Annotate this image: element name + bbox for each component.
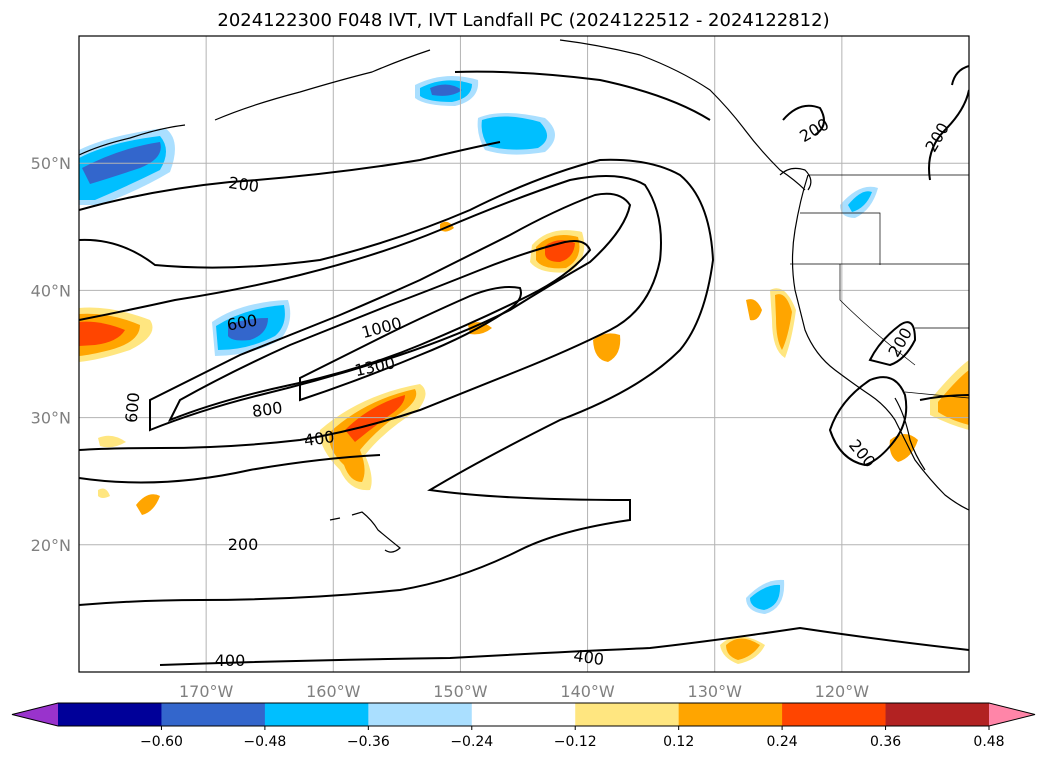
gridlines	[79, 36, 969, 672]
contour-1000	[167, 240, 592, 422]
contour-200-east	[919, 394, 969, 401]
colorbar-segment-3	[264, 703, 369, 726]
colorbar-segment-5	[471, 703, 576, 726]
colorbar-tick-label-0: −0.60	[140, 734, 183, 750]
colorbar-segment-4	[368, 703, 473, 726]
lon-tick-label-0: 170°W	[179, 682, 234, 701]
colorbar-outline	[11, 702, 1036, 727]
contour-200-ca	[868, 321, 917, 367]
contour-label-800: 800	[251, 398, 284, 421]
colorbar-segment-2	[161, 703, 266, 726]
shade-blue-central-deep	[228, 318, 268, 341]
contour-200-north	[79, 141, 501, 211]
lon-tick-label-4: 130°W	[688, 682, 743, 701]
lat-tick-label-1: 40°N	[31, 281, 71, 300]
lon-tick-label-1: 160°W	[306, 682, 361, 701]
colorbar-tick-label-1: −0.48	[243, 734, 286, 750]
contour-400-outer	[79, 158, 715, 606]
colorbar-segment-1	[58, 703, 162, 726]
contour-1300	[299, 286, 522, 402]
contour-labels: 200 200 200 200 200 200 600 1000 1300 60…	[122, 114, 953, 670]
shade-orange-east-edge-core	[938, 370, 969, 425]
lon-tick-label-2: 150°W	[433, 682, 488, 701]
colorbar-segment-9	[885, 703, 990, 726]
coastline-hawaii	[329, 511, 401, 553]
shading-layer	[79, 76, 969, 664]
lon-tick-label-3: 140°W	[560, 682, 615, 701]
contour-label-200-south: 200	[228, 535, 259, 554]
lat-tick-label-0: 50°N	[31, 154, 71, 173]
border-state-or-wa	[800, 212, 881, 265]
colorbar-tick-label-8: 0.48	[973, 734, 1004, 750]
colorbar-segment-6	[575, 703, 680, 726]
shade-orange-plume-core	[329, 389, 417, 482]
shade-orange-west-edge-deep	[79, 321, 125, 346]
latitude-labels: 50°N 40°N 30°N 20°N	[31, 154, 71, 555]
colorbar-tick-label-3: −0.24	[450, 734, 493, 750]
border-us-mexico	[904, 391, 969, 399]
lon-tick-label-5: 120°W	[815, 682, 870, 701]
map-title: 2024122300 F048 IVT, IVT Landfall PC (20…	[217, 10, 830, 31]
colorbar-tick-label-7: 0.36	[870, 734, 901, 750]
colorbar-tick-label-4: −0.12	[554, 734, 597, 750]
colorbar-segment-7	[678, 703, 783, 726]
lat-tick-label-3: 20°N	[31, 536, 71, 555]
contour-label-400-bottom-mid: 400	[572, 646, 605, 669]
shade-orange-small-ca	[746, 299, 762, 321]
contour-200-nw	[782, 104, 825, 136]
shade-blue-pnw-core	[848, 191, 872, 212]
colorbar-tick-label-5: 0.12	[663, 734, 694, 750]
shade-blue-alaska-core	[481, 116, 548, 150]
shade-orange-small-3	[98, 435, 126, 448]
colorbar-tick-label-6: 0.24	[767, 734, 798, 750]
colorbar-segment-0	[12, 703, 58, 726]
colorbar: −0.60 −0.48 −0.36 −0.24 −0.12 0.12 0.24 0.36 0.4…	[11, 702, 1036, 750]
political-borders	[790, 174, 969, 399]
coastline-vancouver	[779, 167, 812, 191]
lat-tick-label-2: 30°N	[31, 409, 71, 428]
contour-label-400-plume: 400	[303, 427, 336, 450]
contour-600-mid	[79, 175, 662, 451]
shade-orange-small-1	[136, 494, 160, 515]
longitude-labels: 170°W 160°W 150°W 140°W 130°W 120°W	[179, 682, 869, 701]
contour-label-200-north: 200	[227, 173, 260, 196]
colorbar-tick-label-2: −0.36	[347, 734, 390, 750]
shade-orange-plume-deep	[345, 395, 405, 442]
shade-orange-mid	[593, 333, 621, 362]
shade-blue-subtropic-core	[750, 584, 781, 610]
coastlines	[79, 39, 969, 553]
coastline-alaska-south	[79, 39, 806, 191]
border-state-ca-nv	[839, 264, 916, 366]
contour-400-bottom	[159, 626, 969, 666]
contour-200-ne	[928, 65, 969, 181]
colorbar-segment-8	[782, 703, 887, 726]
contour-label-400-bottom-left: 400	[215, 651, 246, 670]
shade-orange-south-core	[726, 638, 760, 660]
shade-orange-small-4	[98, 488, 110, 498]
shade-orange-coast-ca-core	[775, 294, 792, 350]
coastline-west-coast	[791, 174, 969, 511]
contour-200-baja	[828, 376, 908, 467]
shade-blue-gulf-deep	[430, 84, 462, 96]
ivt-contours	[79, 65, 969, 666]
contour-200-gulf	[454, 70, 711, 121]
colorbar-segment-10	[989, 703, 1035, 726]
contour-400-south	[79, 454, 381, 484]
coastline-baja	[894, 397, 926, 471]
map-frame	[78, 35, 970, 673]
contour-label-600-west: 600	[122, 391, 144, 423]
